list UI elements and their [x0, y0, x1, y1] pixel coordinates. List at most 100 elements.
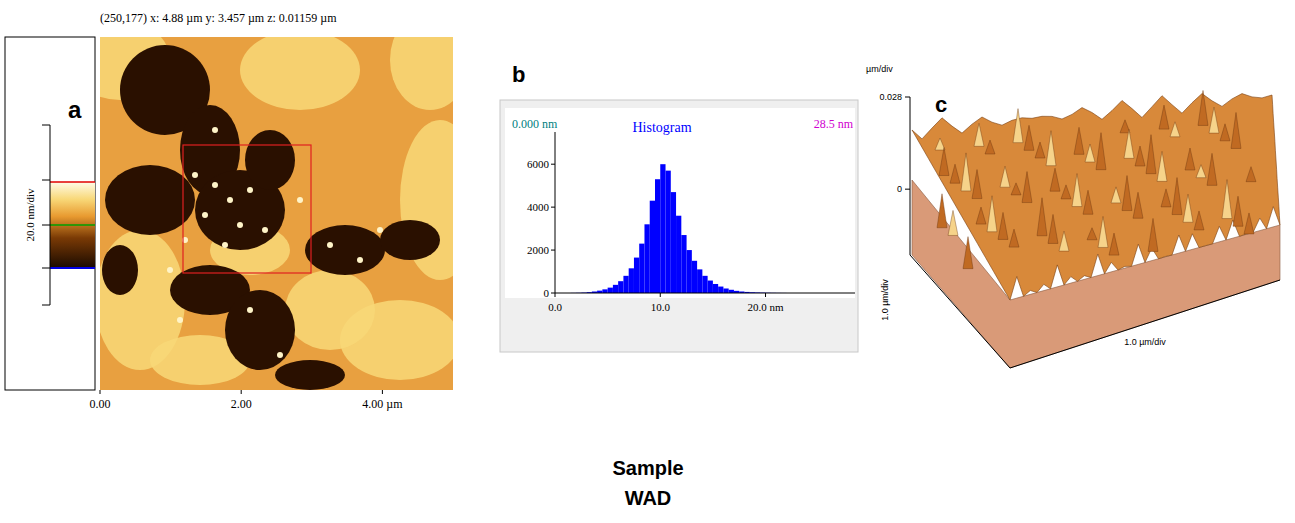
y-tick: [551, 250, 555, 251]
histogram-bar: [697, 269, 702, 293]
range-max-label: 28.5 nm: [814, 117, 854, 131]
particle: [297, 197, 303, 203]
histogram-bar: [676, 216, 681, 293]
axis-label: 1.0 µm/div: [880, 279, 890, 321]
x-tick-label: 0.0: [548, 301, 562, 313]
panel-b: b0.000 nmHistogram28.5 nm02000400060000.…: [500, 62, 858, 352]
colorbar: [50, 182, 95, 268]
z-unit: µm/div: [866, 64, 893, 74]
scale-tick: [42, 125, 50, 126]
bright-area: [285, 270, 375, 350]
x-tick-label: 20.0 nm: [747, 301, 784, 313]
surface-peak: [1148, 218, 1158, 251]
surface-peak: [1000, 166, 1010, 187]
dark-area: [275, 360, 345, 390]
particle: [357, 257, 363, 263]
surface-peak: [987, 196, 997, 232]
x-tick-label: 10.0: [651, 301, 671, 313]
y-tick-label: 4000: [527, 201, 550, 213]
bright-area: [240, 37, 360, 110]
x-tick: [241, 390, 242, 394]
surface-peak: [1050, 168, 1060, 191]
range-min-label: 0.000 nm: [512, 117, 558, 131]
histogram-bar: [655, 179, 660, 293]
surface-peak: [1009, 229, 1019, 247]
surface-peak: [1222, 180, 1232, 219]
z-tick: [905, 97, 910, 98]
surface-peak: [1209, 107, 1219, 133]
x-axis: [555, 293, 855, 294]
particle: [247, 187, 253, 193]
figure: (250,177) x: 4.88 µm y: 3.457 µm z: 0.01…: [0, 0, 1295, 523]
surface-peak: [961, 153, 971, 191]
histogram-bar: [702, 276, 707, 293]
surface-peak: [1011, 183, 1021, 195]
surface-peak: [1183, 194, 1193, 222]
histogram-bar: [666, 171, 671, 293]
surface-peak: [998, 212, 1008, 239]
surface-peak: [1233, 196, 1243, 226]
particle: [222, 242, 228, 248]
y-axis-3d: [910, 255, 1010, 368]
surface-peak: [937, 194, 947, 228]
histogram-bar: [618, 281, 623, 293]
dark-area: [225, 290, 295, 370]
selection-box: [183, 145, 311, 273]
bars: [571, 164, 787, 293]
surface-peak: [1133, 192, 1143, 218]
z-tick-label: 0: [897, 184, 902, 194]
histogram-bar: [708, 281, 713, 293]
histogram-bar: [639, 244, 644, 293]
y-tick-label: 6000: [527, 158, 550, 170]
caption: WAD: [625, 487, 672, 509]
scale-tick: [42, 305, 50, 306]
histogram-bar: [713, 284, 718, 293]
surface-peak: [1124, 129, 1134, 158]
particle: [277, 352, 283, 358]
particle: [192, 172, 198, 178]
image-header: (250,177) x: 4.88 µm y: 3.457 µm z: 0.01…: [100, 11, 337, 25]
particle: [202, 212, 208, 218]
particle: [262, 227, 268, 233]
histogram-bar: [634, 258, 639, 293]
caption: Sample: [612, 457, 683, 479]
y-tick-label: 2000: [527, 244, 550, 256]
surface-peak: [1061, 185, 1071, 199]
surface-peak: [1037, 198, 1047, 236]
histogram-bar: [608, 288, 613, 293]
y-tick: [551, 207, 555, 208]
surface-peak: [1161, 189, 1171, 207]
dark-area: [245, 130, 295, 190]
histogram-title: Histogram: [632, 120, 691, 135]
axis-label: 1.0 µm/div: [1124, 337, 1166, 347]
surface-peak: [1135, 146, 1145, 166]
surface-peak: [1046, 131, 1056, 166]
y-tick: [551, 293, 555, 294]
surface-peak: [963, 237, 973, 269]
histogram-bar: [692, 261, 697, 293]
particle: [247, 307, 253, 313]
surface-peak: [1087, 228, 1097, 240]
x-axis-3d: [1010, 280, 1280, 368]
histogram-bar: [718, 287, 723, 293]
histogram-frame: [500, 100, 858, 352]
x-tick: [660, 293, 661, 297]
surface-peak: [1083, 190, 1093, 214]
panel-letter: c: [935, 92, 947, 117]
particle: [167, 267, 173, 273]
histogram-bar: [623, 276, 628, 293]
surface-peak: [1146, 135, 1156, 174]
scale-tick: [42, 225, 50, 226]
z-axis: [910, 97, 911, 255]
x-tick-label: 2.00: [231, 397, 252, 411]
surface-peak: [1085, 144, 1095, 162]
surface-peak: [985, 140, 995, 154]
histogram-bar: [723, 288, 728, 293]
colorbar-mid: [50, 224, 95, 226]
surface-peak: [976, 207, 986, 224]
surface-peak: [1198, 90, 1208, 125]
surface-peak: [1220, 124, 1230, 141]
surface-top: [912, 94, 1280, 300]
particle: [212, 127, 218, 133]
histogram-bar: [613, 285, 618, 293]
